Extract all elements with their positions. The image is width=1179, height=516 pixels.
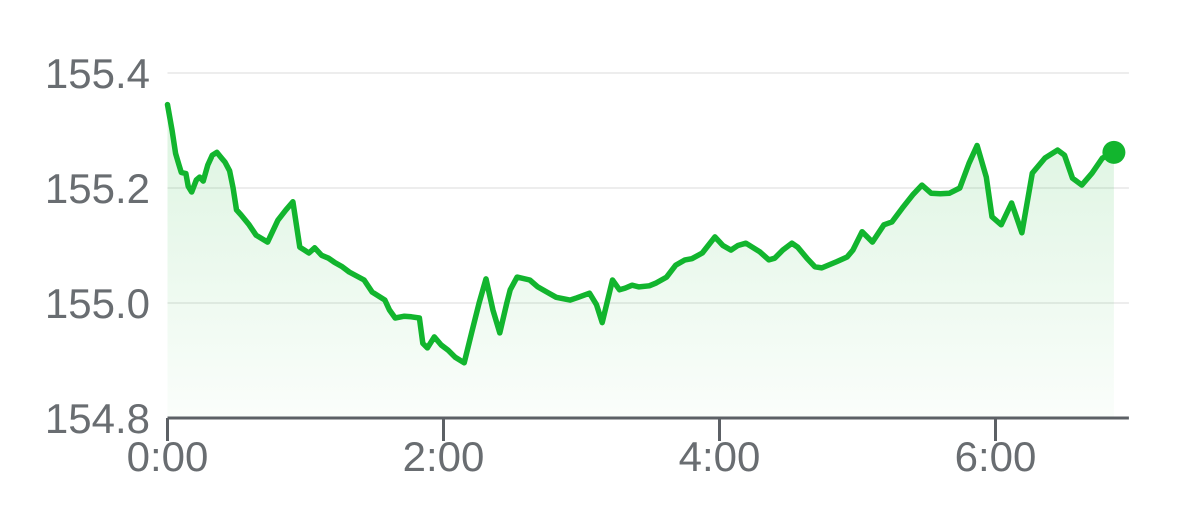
x-tick-label: 0:00 <box>127 433 209 480</box>
y-tick-label: 154.8 <box>45 395 150 442</box>
y-tick-label: 155.4 <box>45 50 150 97</box>
x-tick-label: 4:00 <box>679 433 761 480</box>
y-tick-label: 155.0 <box>45 280 150 327</box>
y-tick-label: 155.2 <box>45 165 150 212</box>
last-price-dot <box>1102 140 1126 164</box>
area-fill <box>167 104 1114 417</box>
x-axis-labels: 0:00 2:00 4:00 6:00 <box>127 433 1037 480</box>
x-tick-label: 2:00 <box>403 433 485 480</box>
y-axis-labels: 155.4 155.2 155.0 154.8 <box>45 50 150 442</box>
price-line <box>164 101 1117 366</box>
x-tick-label: 6:00 <box>955 433 1037 480</box>
x-axis-ticks <box>166 418 997 441</box>
